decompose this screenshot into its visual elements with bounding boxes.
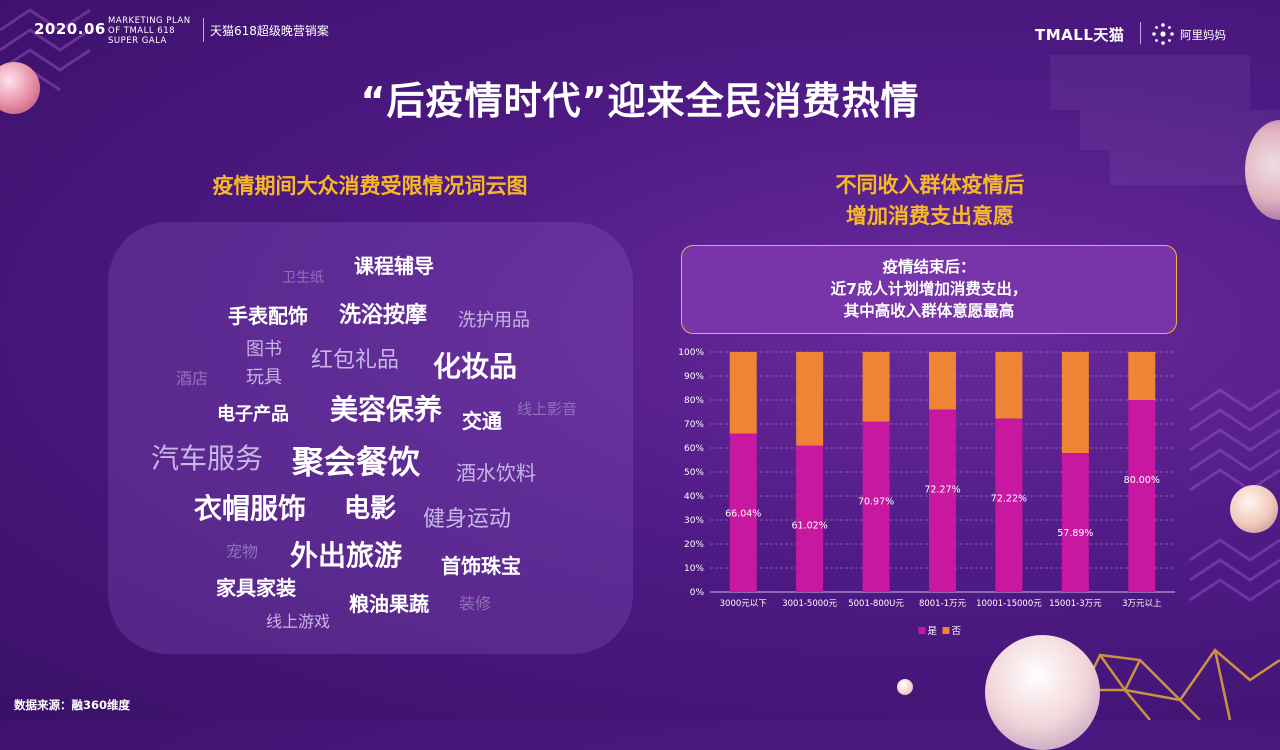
word-cloud-panel — [108, 222, 633, 654]
y-tick-label: 80% — [684, 396, 704, 406]
word-cloud-term: 卫生纸 — [282, 270, 324, 286]
y-tick-label: 70% — [684, 420, 704, 430]
header-plan-en-line: MARKETING PLAN — [108, 16, 191, 26]
alimama-logo-text: 阿里妈妈 — [1180, 28, 1226, 42]
chart-title-line: 不同收入群体疫情后 — [835, 173, 1025, 197]
word-cloud-term: 化妆品 — [433, 350, 518, 383]
x-tick-label: 3000元以下 — [720, 599, 768, 609]
word-cloud-term: 红包礼品 — [311, 348, 400, 373]
chart-title: 不同收入群体疫情后 增加消费支出意愿 — [780, 170, 1080, 232]
y-tick-label: 40% — [684, 492, 704, 502]
data-label: 70.97% — [858, 497, 894, 508]
bar-no — [729, 352, 757, 434]
word-cloud-term: 电影 — [344, 494, 397, 524]
data-label: 66.04% — [725, 509, 761, 520]
header-plan-en-line: SUPER GALA — [108, 36, 167, 46]
header-date: 2020.06 — [34, 20, 106, 38]
y-tick-label: 20% — [684, 540, 704, 550]
word-cloud-term: 酒店 — [176, 369, 209, 388]
word-cloud-term: 宠物 — [226, 542, 259, 561]
word-cloud-term: 手表配饰 — [228, 304, 308, 328]
word-cloud-term: 线上影音 — [517, 400, 578, 418]
y-tick-label: 60% — [684, 444, 704, 454]
data-label: 72.22% — [991, 494, 1027, 505]
x-tick-label: 5001-800U元 — [848, 599, 904, 609]
header-plan-cn: 天猫618超级晚营销案 — [210, 24, 329, 38]
word-cloud-term: 衣帽服饰 — [194, 492, 307, 525]
bar-yes — [862, 421, 890, 592]
x-tick-label: 10001-15000元 — [976, 599, 1042, 609]
word-cloud-term: 图书 — [246, 339, 282, 360]
bar-no — [1061, 352, 1089, 454]
header-plan-en: MARKETING PLAN OF TMALL 618 SUPER GALA — [108, 16, 198, 46]
tmall-logo: TMALL天猫 — [1035, 26, 1125, 44]
word-cloud-term: 美容保养 — [330, 393, 443, 426]
alimama-logo-icon — [1152, 23, 1174, 45]
word-cloud-term: 酒水饮料 — [456, 461, 536, 485]
callout-line: 近7成人计划增加消费支出， — [830, 280, 1028, 298]
word-cloud-term: 玩具 — [246, 367, 282, 388]
bar-no — [796, 352, 824, 446]
legend-label-yes: 是 — [928, 626, 938, 637]
y-tick-label: 10% — [684, 564, 704, 574]
y-tick-label: 50% — [684, 468, 704, 478]
background-decor — [0, 8, 1280, 720]
x-tick-label: 3001-5000元 — [782, 599, 837, 609]
y-tick-label: 0% — [690, 588, 705, 598]
bar-yes — [1061, 453, 1089, 592]
data-label: 80.00% — [1124, 475, 1160, 486]
x-tick-label: 3万元以上 — [1122, 599, 1162, 609]
callout-line: 疫情结束后： — [882, 258, 976, 276]
page-title: “后疫情时代”迎来全民消费热情 — [360, 79, 920, 123]
bar-no — [995, 352, 1023, 419]
word-cloud-term: 电子产品 — [217, 404, 289, 425]
word-cloud-term: 粮油果蔬 — [349, 592, 429, 616]
logo-divider — [1140, 22, 1141, 44]
bar-no — [929, 352, 956, 410]
word-cloud-term: 线上游戏 — [266, 612, 331, 631]
legend-swatch-yes — [918, 627, 926, 634]
word-cloud-term: 健身运动 — [423, 507, 512, 532]
word-cloud-term: 聚会餐饮 — [292, 443, 421, 481]
legend-swatch-no — [942, 627, 950, 634]
header-plan-en-line: OF TMALL 618 — [108, 26, 176, 36]
word-cloud-term: 装修 — [459, 594, 492, 613]
bar-yes — [729, 433, 757, 592]
y-tick-label: 90% — [684, 372, 704, 382]
callout-box: 疫情结束后： 近7成人计划增加消费支出， 其中高收入群体意愿最高 — [681, 245, 1177, 334]
word-cloud-term: 交通 — [462, 409, 502, 433]
data-source: 数据来源：融360维度 — [14, 698, 131, 712]
data-label: 57.89% — [1057, 528, 1093, 539]
stacked-bar-chart: 0% 10% 20% 30% 40% 50% 60% 70% 80% 90% 100% 66.04% 3… — [678, 348, 1175, 637]
x-tick-label: 8001-1万元 — [919, 599, 967, 609]
decorative-sphere — [1230, 485, 1278, 533]
bar-no — [862, 352, 890, 422]
header-divider — [203, 18, 204, 42]
bar-yes — [796, 445, 824, 592]
bar-yes — [995, 418, 1023, 592]
word-cloud-term: 课程辅导 — [354, 254, 434, 278]
y-tick-label: 30% — [684, 516, 704, 526]
x-tick-label: 15001-3万元 — [1049, 599, 1102, 609]
chart-title-line: 增加消费支出意愿 — [846, 204, 1014, 228]
legend-label-no: 否 — [952, 626, 962, 637]
word-cloud-term: 洗护用品 — [458, 310, 530, 331]
word-cloud-term: 首饰珠宝 — [441, 554, 521, 578]
bar-yes — [929, 409, 956, 592]
decorative-sphere — [0, 62, 40, 114]
word-cloud-term: 家具家装 — [216, 576, 296, 600]
decorative-sphere — [897, 679, 913, 695]
bar-yes — [1128, 400, 1156, 592]
data-label: 61.02% — [792, 521, 828, 532]
y-tick-label: 100% — [678, 348, 704, 358]
data-label: 72.27% — [924, 485, 960, 496]
word-cloud-term: 外出旅游 — [290, 539, 403, 572]
word-cloud-title: 疫情期间大众消费受限情况词云图 — [212, 174, 528, 198]
bar-no — [1128, 352, 1156, 400]
word-cloud-term: 洗浴按摩 — [339, 303, 428, 328]
callout-line: 其中高收入群体意愿最高 — [843, 302, 1015, 320]
word-cloud-term: 汽车服务 — [151, 442, 264, 475]
